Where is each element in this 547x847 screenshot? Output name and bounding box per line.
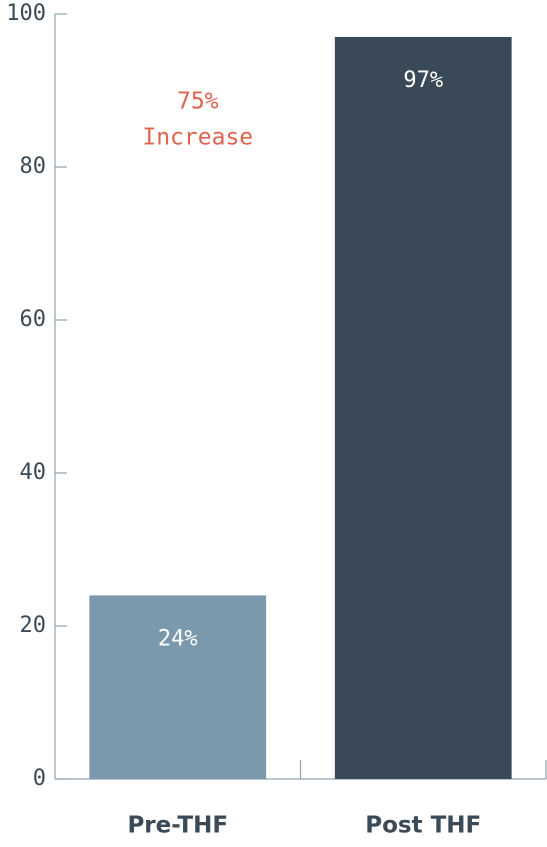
y-tick-label: 100: [6, 1, 46, 26]
value-label: 24%: [158, 626, 198, 651]
value-label: 97%: [403, 68, 443, 93]
annotation: 75%: [177, 89, 219, 115]
y-tick-label: 40: [20, 460, 47, 485]
annotation: Increase: [142, 125, 253, 151]
y-tick-label: 60: [20, 307, 47, 332]
bar: [334, 36, 512, 779]
bar: [89, 595, 267, 779]
y-tick-label: 80: [20, 154, 47, 179]
x-tick-label: Pre-THF: [127, 813, 228, 839]
y-tick-label: 0: [33, 766, 46, 791]
y-tick-label: 20: [20, 613, 47, 638]
x-tick-label: Post THF: [365, 813, 481, 839]
